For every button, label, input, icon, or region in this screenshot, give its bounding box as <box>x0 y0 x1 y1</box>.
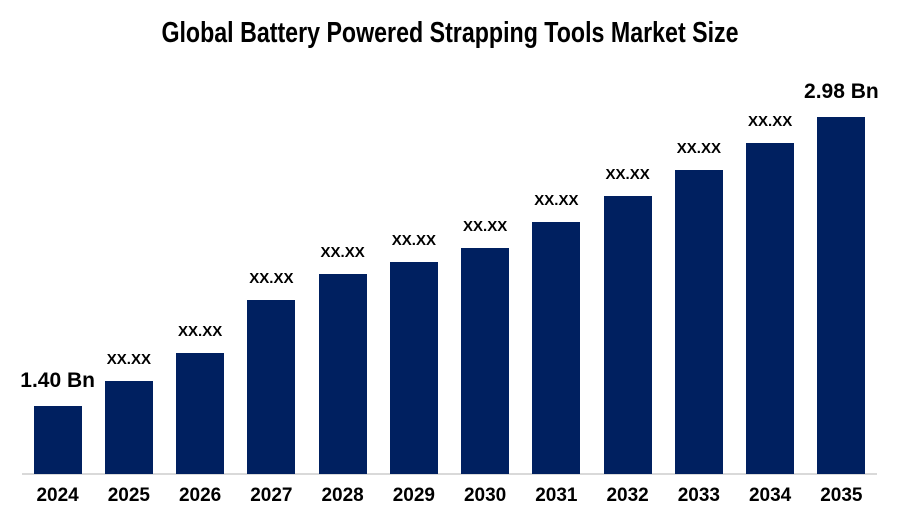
bar-value-label-2032: XX.XX <box>605 166 650 183</box>
bar-2033 <box>674 170 723 474</box>
x-tick-label-2025: 2025 <box>107 485 151 506</box>
bar-2030 <box>461 248 510 474</box>
bar-2027 <box>247 300 296 474</box>
bar-value-label-2031: XX.XX <box>534 192 579 209</box>
bar-value-label-2028: XX.XX <box>320 244 365 261</box>
bar-2028 <box>318 274 367 474</box>
bar-2035 <box>817 117 866 474</box>
x-tick-label-2030: 2030 <box>463 485 507 506</box>
x-tick-label-2024: 2024 <box>36 485 79 506</box>
x-tick-label-2033: 2033 <box>677 485 721 506</box>
bar-value-label-2035: 2.98 Bn <box>804 80 879 103</box>
x-tick-label-2031: 2031 <box>535 485 578 506</box>
bar-value-label-2027: XX.XX <box>249 270 294 287</box>
bar-value-label-2033: XX.XX <box>676 140 721 157</box>
bar-value-label-2025: XX.XX <box>106 351 151 368</box>
bar-value-label-2026: XX.XX <box>178 323 223 340</box>
bar-2024 <box>33 406 82 474</box>
bar-2034 <box>746 143 795 474</box>
x-tick-label-2028: 2028 <box>321 485 364 506</box>
bar-2025 <box>104 381 153 474</box>
bar-2031 <box>532 222 581 474</box>
bar-2026 <box>176 353 225 474</box>
x-tick-label-2029: 2029 <box>392 485 436 506</box>
x-tick-label-2027: 2027 <box>250 485 293 506</box>
bar-value-label-2029: XX.XX <box>391 232 436 249</box>
x-tick-label-2032: 2032 <box>606 485 649 506</box>
x-tick-label-2034: 2034 <box>748 485 792 506</box>
x-axis-line <box>22 473 877 475</box>
chart-title: Global Battery Powered Strapping Tools M… <box>161 17 739 49</box>
bar-2029 <box>389 262 438 474</box>
x-tick-label-2035: 2035 <box>820 485 863 506</box>
bar-value-label-2024: 1.40 Bn <box>20 369 95 392</box>
bar-value-label-2034: XX.XX <box>748 113 793 130</box>
bar-2032 <box>603 196 652 474</box>
bar-value-label-2030: XX.XX <box>463 218 508 235</box>
x-tick-label-2026: 2026 <box>178 485 222 506</box>
